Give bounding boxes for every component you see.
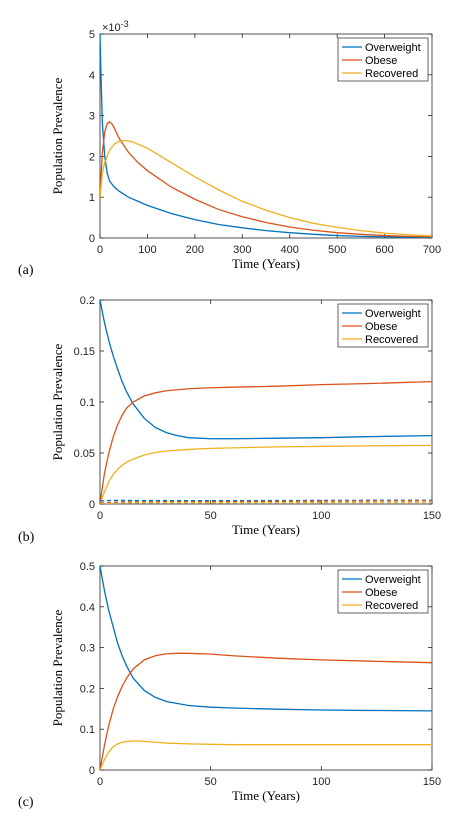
y-tick-label: 0.1	[80, 397, 95, 409]
overweight-series-line	[100, 300, 432, 440]
y-tick-label: 4	[89, 70, 95, 82]
dashed-4-series-line	[100, 500, 432, 504]
y-axis-label: Population Prevalence	[50, 343, 65, 460]
x-axis-label: Time (Years)	[232, 256, 300, 271]
panel-label: (b)	[18, 530, 35, 545]
y-tick-label: 0	[89, 499, 95, 511]
x-tick-label: 100	[138, 244, 156, 256]
y-tick-label: 0.1	[80, 724, 95, 736]
x-tick-label: 50	[205, 776, 217, 788]
y-exponent-label: ×10-3	[102, 19, 129, 34]
legend-label-overweight: Overweight	[365, 42, 421, 54]
legend-label-obese: Obese	[365, 587, 397, 599]
x-tick-label: 100	[312, 776, 330, 788]
recovered-series-line	[100, 740, 432, 770]
legend-label-recovered: Recovered	[365, 600, 418, 612]
y-tick-label: 0.3	[80, 643, 95, 655]
y-tick-label: 0.05	[74, 448, 95, 460]
y-tick-label: 0.5	[80, 561, 95, 573]
legend-label-overweight: Overweight	[365, 308, 421, 320]
legend-box	[337, 37, 429, 82]
x-axis-label: Time (Years)	[232, 522, 300, 537]
x-tick-label: 600	[375, 244, 393, 256]
x-tick-label: 100	[312, 510, 330, 522]
chart-panel-c: 0 0.1 0.2 0.3 0.4 0.5 0 50 100 150 OverweightObese…	[18, 561, 441, 810]
x-tick-label: 150	[423, 776, 441, 788]
obese-series-line	[100, 652, 432, 770]
y-exponent-base: ×10	[102, 22, 121, 34]
y-tick-label: 1	[89, 192, 95, 204]
y-tick-label: 0.2	[80, 295, 95, 307]
x-tick-label: 0	[97, 510, 103, 522]
legend-label-recovered: Recovered	[365, 68, 418, 80]
x-tick-label: 500	[328, 244, 346, 256]
y-tick-label: 0.15	[74, 346, 95, 358]
overweight-series-line	[100, 34, 432, 238]
y-tick-label: 3	[89, 111, 95, 123]
legend-label-obese: Obese	[365, 321, 397, 333]
x-tick-label: 0	[97, 244, 103, 256]
panel-label: (a)	[18, 263, 34, 278]
recovered-series-line	[100, 444, 432, 504]
legend-label-overweight: Overweight	[365, 574, 421, 586]
x-tick-label: 300	[233, 244, 251, 256]
recovered-series-line	[100, 139, 432, 237]
x-tick-label: 0	[97, 776, 103, 788]
dashed-3-series-line	[100, 499, 432, 502]
y-exponent-power: -3	[121, 19, 129, 29]
x-tick-label: 50	[205, 510, 217, 522]
y-tick-label: 0	[89, 765, 95, 777]
obese-series-line	[100, 380, 432, 504]
y-axis-label: Population Prevalence	[50, 609, 65, 726]
y-tick-label: 0.4	[80, 602, 95, 614]
x-tick-label: 200	[186, 244, 204, 256]
legend-label-obese: Obese	[365, 55, 397, 67]
dashed-5-series-line	[100, 501, 432, 504]
y-tick-label: 0	[89, 233, 95, 245]
y-tick-label: 0.2	[80, 683, 95, 695]
chart-panel-b: 0 0.05 0.1 0.15 0.2 0 50 100 150 OverweightObeseR…	[18, 295, 441, 545]
overweight-series-line	[100, 566, 432, 712]
obese-series-line	[100, 120, 432, 238]
y-tick-label: 5	[89, 29, 95, 41]
y-axis-label: Population Prevalence	[50, 77, 65, 194]
x-tick-label: 400	[281, 244, 299, 256]
x-tick-label: 700	[423, 244, 441, 256]
x-axis-label: Time (Years)	[232, 788, 300, 803]
panel-label: (c)	[18, 795, 34, 810]
y-tick-label: 2	[89, 151, 95, 163]
legend-label-recovered: Recovered	[365, 334, 418, 346]
chart-panel-a: 0 1 2 3 4 5 0 100 200 300 400 500 600 700 ×10-3 Overwei…	[18, 19, 441, 278]
x-tick-label: 150	[423, 510, 441, 522]
